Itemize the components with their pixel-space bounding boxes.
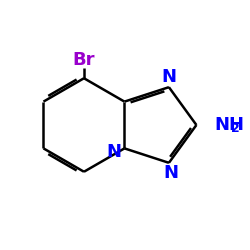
Text: NH: NH: [214, 116, 244, 134]
Text: N: N: [107, 143, 122, 161]
Text: 2: 2: [231, 122, 240, 135]
Text: Br: Br: [73, 52, 95, 70]
Text: N: N: [162, 68, 176, 86]
Text: N: N: [164, 164, 179, 182]
